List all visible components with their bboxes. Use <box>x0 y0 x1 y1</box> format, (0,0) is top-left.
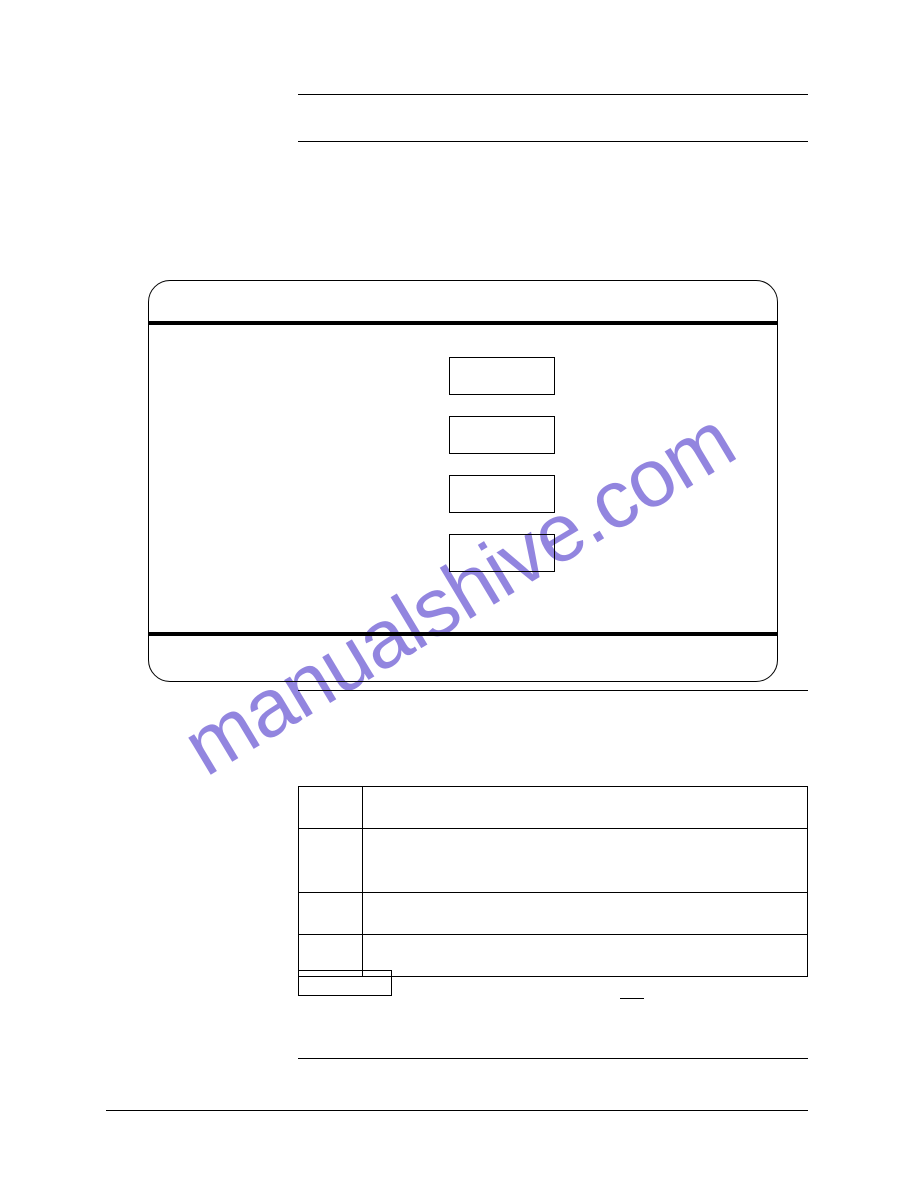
header-underline <box>298 94 808 95</box>
section-separator <box>298 1058 808 1059</box>
footer-rule <box>106 1110 808 1111</box>
page: manualshive.com <box>0 0 918 1188</box>
field-box-2 <box>449 416 555 454</box>
screen-panel <box>148 280 778 682</box>
header-rule <box>298 141 808 142</box>
field-box-1 <box>449 357 555 395</box>
note-dash <box>620 998 644 999</box>
table-row <box>299 893 808 935</box>
panel-top-bar <box>149 321 777 325</box>
field-box-4 <box>449 534 555 572</box>
note-box <box>298 970 392 996</box>
parameter-table <box>298 786 808 977</box>
field-box-3 <box>449 475 555 513</box>
table-row <box>299 787 808 829</box>
table-row <box>299 829 808 893</box>
figure-caption-line <box>298 690 808 691</box>
panel-bottom-bar <box>149 632 777 636</box>
